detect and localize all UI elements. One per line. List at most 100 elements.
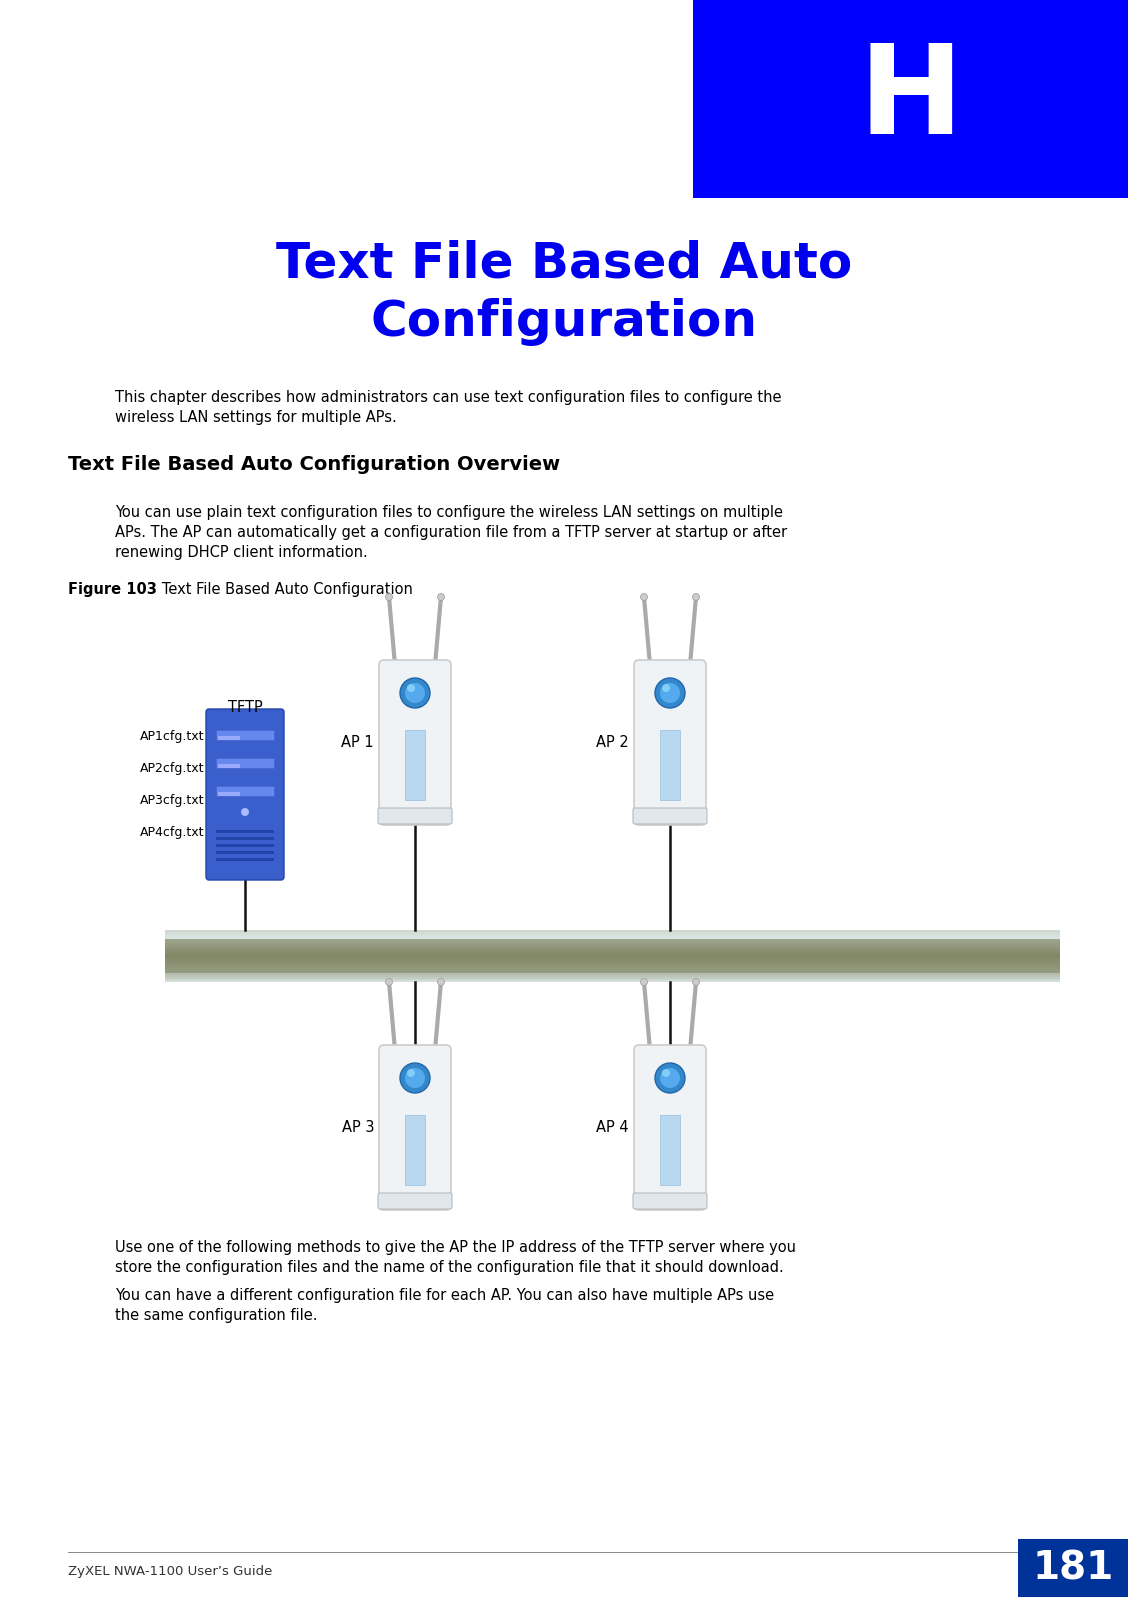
Bar bbox=[165, 966, 1060, 968]
Text: APs. The AP can automatically get a configuration file from a TFTP server at sta: APs. The AP can automatically get a conf… bbox=[115, 525, 787, 540]
Bar bbox=[165, 942, 1060, 944]
Ellipse shape bbox=[400, 679, 430, 707]
Bar bbox=[165, 931, 1060, 934]
Bar bbox=[218, 792, 239, 795]
FancyBboxPatch shape bbox=[378, 808, 452, 824]
Bar bbox=[165, 960, 1060, 961]
Ellipse shape bbox=[405, 684, 425, 703]
Bar bbox=[165, 937, 1060, 939]
Text: wireless LAN settings for multiple APs.: wireless LAN settings for multiple APs. bbox=[115, 410, 397, 425]
FancyBboxPatch shape bbox=[634, 660, 706, 826]
Bar bbox=[165, 958, 1060, 960]
Bar bbox=[165, 929, 1060, 931]
FancyBboxPatch shape bbox=[379, 660, 451, 826]
Text: TFTP: TFTP bbox=[228, 699, 263, 715]
Text: AP 3: AP 3 bbox=[342, 1119, 374, 1135]
Bar bbox=[405, 1115, 425, 1185]
Text: You can use plain text configuration files to configure the wireless LAN setting: You can use plain text configuration fil… bbox=[115, 505, 783, 521]
FancyBboxPatch shape bbox=[206, 709, 284, 880]
Bar bbox=[165, 971, 1060, 973]
Bar bbox=[165, 939, 1060, 941]
Bar bbox=[165, 973, 1060, 976]
Ellipse shape bbox=[386, 979, 393, 985]
Text: AP 4: AP 4 bbox=[597, 1119, 629, 1135]
Bar bbox=[165, 979, 1060, 981]
Text: This chapter describes how administrators can use text configuration files to co: This chapter describes how administrator… bbox=[115, 390, 782, 406]
Text: Use one of the following methods to give the AP the IP address of the TFTP serve: Use one of the following methods to give… bbox=[115, 1239, 796, 1255]
Text: AP3cfg.txt: AP3cfg.txt bbox=[140, 794, 204, 806]
Text: Text File Based Auto Configuration: Text File Based Auto Configuration bbox=[148, 581, 413, 597]
Text: Text File Based Auto: Text File Based Auto bbox=[276, 240, 852, 287]
Text: ZyXEL NWA-1100 User’s Guide: ZyXEL NWA-1100 User’s Guide bbox=[68, 1565, 272, 1578]
FancyBboxPatch shape bbox=[633, 1193, 707, 1209]
Bar bbox=[165, 936, 1060, 937]
Bar bbox=[215, 786, 274, 795]
Bar bbox=[165, 968, 1060, 969]
Text: the same configuration file.: the same configuration file. bbox=[115, 1308, 317, 1322]
Ellipse shape bbox=[438, 979, 444, 985]
Bar bbox=[165, 944, 1060, 945]
Ellipse shape bbox=[241, 808, 249, 816]
Bar bbox=[165, 965, 1060, 966]
Ellipse shape bbox=[693, 594, 699, 600]
Ellipse shape bbox=[405, 1068, 425, 1088]
Text: You can have a different configuration file for each AP. You can also have multi: You can have a different configuration f… bbox=[115, 1289, 774, 1303]
Ellipse shape bbox=[660, 684, 680, 703]
Ellipse shape bbox=[641, 979, 647, 985]
FancyBboxPatch shape bbox=[634, 1044, 706, 1211]
Bar bbox=[215, 851, 274, 854]
FancyBboxPatch shape bbox=[379, 1044, 451, 1211]
Bar bbox=[1017, 1540, 1128, 1597]
Bar bbox=[215, 837, 274, 840]
Text: 181: 181 bbox=[1032, 1549, 1113, 1587]
Ellipse shape bbox=[662, 1068, 670, 1076]
Bar bbox=[165, 952, 1060, 955]
Bar bbox=[660, 730, 680, 800]
Bar bbox=[693, 0, 1128, 198]
Bar bbox=[215, 830, 274, 834]
Bar bbox=[165, 976, 1060, 977]
Ellipse shape bbox=[655, 1064, 685, 1092]
Ellipse shape bbox=[438, 594, 444, 600]
Bar bbox=[405, 730, 425, 800]
Ellipse shape bbox=[407, 1068, 415, 1076]
Bar bbox=[165, 945, 1060, 947]
Ellipse shape bbox=[660, 1068, 680, 1088]
Ellipse shape bbox=[655, 679, 685, 707]
Bar bbox=[165, 963, 1060, 965]
Bar bbox=[165, 949, 1060, 950]
Bar bbox=[165, 934, 1060, 936]
FancyBboxPatch shape bbox=[378, 1193, 452, 1209]
FancyBboxPatch shape bbox=[633, 808, 707, 824]
Text: AP 2: AP 2 bbox=[597, 735, 629, 751]
Bar bbox=[165, 977, 1060, 979]
Bar bbox=[165, 969, 1060, 971]
Text: renewing DHCP client information.: renewing DHCP client information. bbox=[115, 545, 368, 561]
Bar bbox=[218, 736, 239, 739]
Bar bbox=[660, 1115, 680, 1185]
Bar bbox=[165, 941, 1060, 942]
Bar bbox=[165, 955, 1060, 957]
Text: AP 1: AP 1 bbox=[342, 735, 374, 751]
Bar bbox=[165, 947, 1060, 949]
Text: Figure 103: Figure 103 bbox=[68, 581, 157, 597]
Bar bbox=[215, 843, 274, 846]
Ellipse shape bbox=[407, 684, 415, 692]
Text: Configuration: Configuration bbox=[370, 299, 758, 347]
Text: AP2cfg.txt: AP2cfg.txt bbox=[140, 762, 204, 775]
Text: AP4cfg.txt: AP4cfg.txt bbox=[140, 826, 204, 838]
Bar bbox=[165, 981, 1060, 982]
Ellipse shape bbox=[693, 979, 699, 985]
Bar bbox=[215, 759, 274, 768]
Ellipse shape bbox=[641, 594, 647, 600]
Bar bbox=[165, 950, 1060, 952]
Bar bbox=[215, 858, 274, 861]
Ellipse shape bbox=[400, 1064, 430, 1092]
Text: AP1cfg.txt: AP1cfg.txt bbox=[140, 730, 204, 743]
Text: H: H bbox=[858, 38, 963, 160]
Ellipse shape bbox=[386, 594, 393, 600]
Bar bbox=[165, 961, 1060, 963]
Text: Text File Based Auto Configuration Overview: Text File Based Auto Configuration Overv… bbox=[68, 455, 561, 474]
Bar bbox=[165, 957, 1060, 958]
Ellipse shape bbox=[662, 684, 670, 692]
